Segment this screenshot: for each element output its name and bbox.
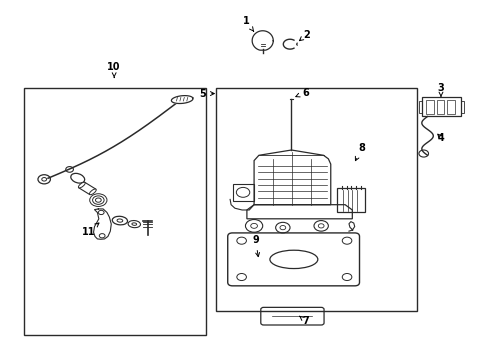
Text: 9: 9 — [252, 235, 259, 257]
Text: 11: 11 — [81, 223, 99, 237]
Polygon shape — [252, 31, 273, 50]
Text: 2: 2 — [299, 30, 309, 41]
Text: 8: 8 — [355, 143, 364, 161]
Polygon shape — [171, 96, 193, 104]
Text: 1: 1 — [242, 16, 253, 31]
Ellipse shape — [78, 182, 85, 188]
Text: 4: 4 — [437, 133, 444, 143]
Text: 7: 7 — [299, 316, 308, 326]
Text: 10: 10 — [107, 62, 121, 78]
Text: 5: 5 — [199, 89, 214, 99]
Text: 3: 3 — [437, 83, 444, 96]
Text: 6: 6 — [295, 87, 308, 98]
Ellipse shape — [89, 189, 96, 195]
